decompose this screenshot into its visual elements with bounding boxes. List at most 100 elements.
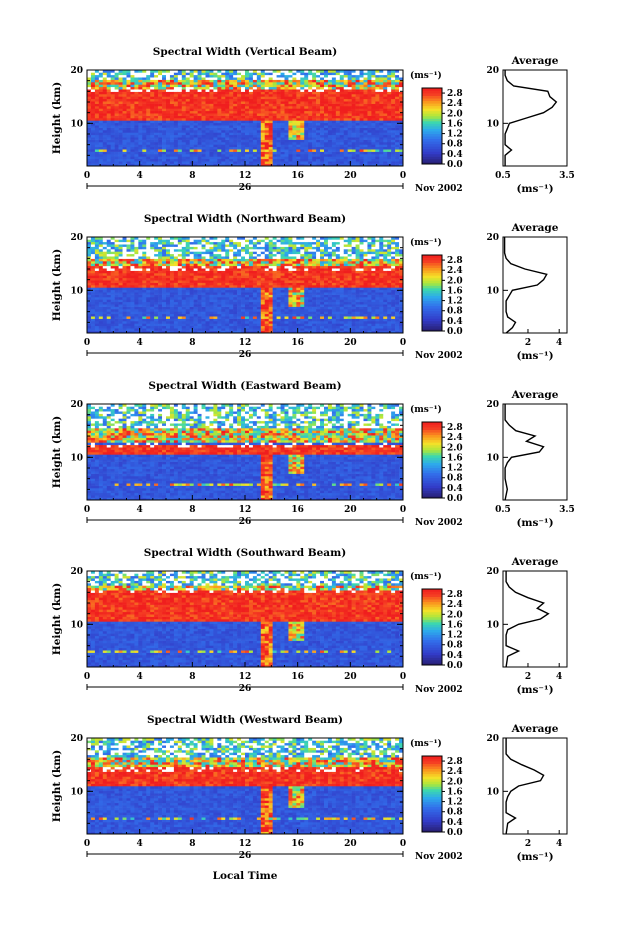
panel-2: Spectral Width (Northward Beam)2010Heigh… xyxy=(51,213,568,362)
average-y-tick-label: 10 xyxy=(486,286,499,296)
colorbar-tick-label: 0.8 xyxy=(447,474,463,484)
colorbar-tick-label: 2.4 xyxy=(447,600,463,610)
colorbar-tick-label: 2.8 xyxy=(447,256,463,266)
x-tick-label: 8 xyxy=(189,839,195,849)
x-tick-label: 16 xyxy=(291,338,304,348)
colorbar: 2.82.42.01.61.20.80.40.0 (ms⁻¹) xyxy=(410,571,463,671)
x-tick-label: 12 xyxy=(239,338,252,348)
day-label: 26 xyxy=(239,851,252,861)
average-title: Average xyxy=(511,389,559,401)
heatmap xyxy=(87,404,404,501)
x-tick-label: 8 xyxy=(189,505,195,515)
average-y-tick-label: 20 xyxy=(486,233,499,243)
colorbar-tick-label: 2.8 xyxy=(447,757,463,767)
x-tick-label: 4 xyxy=(137,338,143,348)
colorbar: 2.82.42.01.61.20.80.40.0 (ms⁻¹) xyxy=(410,70,463,170)
y-axis-label: Height (km) xyxy=(51,249,63,321)
average-y-tick-label: 20 xyxy=(486,66,499,76)
average-y-tick-label: 10 xyxy=(486,787,499,797)
x-tick-label: 16 xyxy=(291,171,304,181)
average-x-tick-label: 0.5 xyxy=(495,505,511,515)
colorbar-tick-label: 1.2 xyxy=(447,297,463,307)
average-y-tick-label: 20 xyxy=(486,567,499,577)
x-tick-label: 16 xyxy=(291,839,304,849)
average-x-tick-label: 2 xyxy=(525,839,531,849)
average-y-tick-label: 10 xyxy=(486,119,499,129)
panel-3: Spectral Width (Eastward Beam) 20 10 Height… xyxy=(51,380,575,529)
x-tick-label: 20 xyxy=(344,839,357,849)
x-tick-label: 0 xyxy=(84,505,90,515)
colorbar-tick-label: 0.0 xyxy=(447,828,463,838)
colorbar-tick-label: 2.0 xyxy=(447,777,463,787)
colorbar-tick-label: 1.2 xyxy=(447,631,463,641)
x-tick-label: 8 xyxy=(189,171,195,181)
colorbar-tick-label: 0.0 xyxy=(447,327,463,337)
day-label: 26 xyxy=(239,517,252,527)
x-tick-label: 0 xyxy=(400,338,406,348)
month-label: Nov 2002 xyxy=(415,184,463,194)
x-tick-label: 20 xyxy=(344,672,357,682)
x-tick-label: 0 xyxy=(84,672,90,682)
colorbar-tick-label: 2.8 xyxy=(447,89,463,99)
y-axis-label: Height (km) xyxy=(51,82,63,154)
colorbar-tick-label: 1.2 xyxy=(447,130,463,140)
colorbar-tick-label: 2.0 xyxy=(447,109,463,119)
colorbar-frame xyxy=(421,588,443,666)
colorbar-tick-label: 1.6 xyxy=(447,787,463,797)
colorbar-tick-label: 2.4 xyxy=(447,433,463,443)
y-tick-label: 20 xyxy=(70,400,83,410)
average-line xyxy=(505,571,550,668)
colorbar-unit: (ms⁻¹) xyxy=(410,571,442,582)
y-tick-label: 10 xyxy=(70,620,83,630)
average-title: Average xyxy=(511,222,559,234)
average-frame xyxy=(502,570,568,668)
month-label: Nov 2002 xyxy=(415,685,463,695)
y-tick-label: 10 xyxy=(70,119,83,129)
colorbar-tick-label: 1.6 xyxy=(447,620,463,630)
panel-title: Spectral Width (Eastward Beam) xyxy=(148,380,341,392)
y-tick-label: 20 xyxy=(70,734,83,744)
average-line xyxy=(504,70,558,166)
colorbar-frame xyxy=(421,755,443,833)
colorbar-tick-label: 0.4 xyxy=(447,818,463,828)
panel-title: Spectral Width (Southward Beam) xyxy=(144,547,346,559)
average-x-label: (ms⁻¹) xyxy=(516,684,553,696)
colorbar-frame xyxy=(421,254,443,332)
average-x-tick-label: 2 xyxy=(525,338,531,348)
y-axis-label: Height (km) xyxy=(51,416,63,488)
average-x-label: (ms⁻¹) xyxy=(516,350,553,362)
average-x-tick-label: 3.5 xyxy=(559,171,575,181)
y-tick-label: 20 xyxy=(70,233,83,243)
month-label: Nov 2002 xyxy=(415,852,463,862)
x-tick-label: 12 xyxy=(239,171,252,181)
average-title: Average xyxy=(511,556,559,568)
x-tick-label: 16 xyxy=(291,505,304,515)
colorbar-unit: (ms⁻¹) xyxy=(410,404,442,415)
average-frame xyxy=(502,403,568,501)
x-tick-label: 0 xyxy=(84,171,90,181)
x-tick-label: 12 xyxy=(239,839,252,849)
colorbar-tick-label: 2.8 xyxy=(447,423,463,433)
day-label: 26 xyxy=(239,183,252,193)
average-frame xyxy=(502,737,568,835)
average-y-tick-label: 10 xyxy=(486,453,499,463)
y-tick-label: 10 xyxy=(70,787,83,797)
average-line xyxy=(505,738,545,835)
x-tick-label: 20 xyxy=(344,338,357,348)
x-tick-label: 4 xyxy=(137,505,143,515)
x-tick-label: 20 xyxy=(344,505,357,515)
heatmap xyxy=(87,237,404,334)
average-x-tick-label: 4 xyxy=(556,839,562,849)
average-title: Average xyxy=(511,55,559,67)
average-title: Average xyxy=(511,723,559,735)
average-line xyxy=(504,404,545,501)
colorbar-tick-label: 0.8 xyxy=(447,808,463,818)
panel-1: Spectral Width (Vertical Beam) 20 10 Height… xyxy=(51,46,575,195)
colorbar: 2.82.42.01.61.20.80.40.0 (ms⁻¹) xyxy=(410,738,463,838)
x-tick-label: 0 xyxy=(84,338,90,348)
average-x-tick-label: 2 xyxy=(525,672,531,682)
average-y-tick-label: 20 xyxy=(486,734,499,744)
panel-title: Spectral Width (Vertical Beam) xyxy=(153,46,337,58)
colorbar-unit: (ms⁻¹) xyxy=(410,70,442,81)
